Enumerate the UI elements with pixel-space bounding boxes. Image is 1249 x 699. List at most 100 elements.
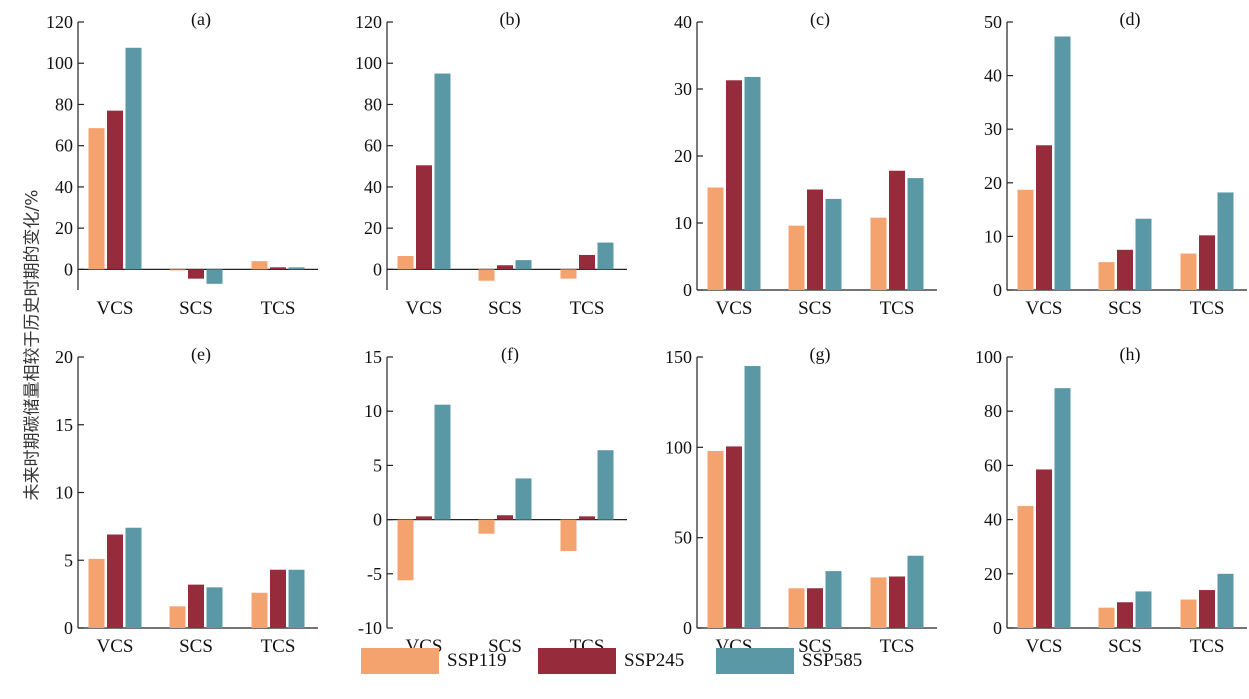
panel-g-bar-tcs-ssp585: [907, 555, 924, 628]
panel-d-tick-label: 20: [984, 173, 1002, 193]
panel-d-tick-label: 10: [984, 226, 1002, 246]
panel-d-bar-tcs-ssp245: [1199, 235, 1215, 290]
panel-h-bar-tcs-ssp245: [1199, 590, 1215, 628]
panel-c-bar-tcs-ssp119: [870, 217, 887, 290]
panel-f-bar-tcs-ssp245: [579, 516, 595, 520]
panel-e-category-label-vcs: VCS: [97, 636, 134, 657]
panel-b-tick-label: 60: [364, 136, 382, 156]
panel-e-bar-tcs-ssp245: [270, 569, 286, 628]
panel-e-bar-vcs-ssp245: [107, 534, 123, 628]
panel-e-bar-scs-ssp585: [206, 587, 223, 628]
panel-d-category-label-scs: SCS: [1108, 298, 1142, 319]
panel-c-tick-label: 20: [674, 146, 692, 166]
panel-e-tick-label: 15: [55, 415, 73, 435]
panel-b-category-label-tcs: TCS: [570, 298, 605, 319]
panel-d-bar-scs-ssp585: [1135, 218, 1152, 290]
panel-f-bar-vcs-ssp585: [434, 404, 451, 520]
panel-f-bar-tcs-ssp585: [597, 450, 614, 520]
panel-h-tick-label: 100: [975, 347, 1002, 367]
panel-c-bar-scs-ssp119: [788, 225, 805, 290]
panel-h-category-label-scs: SCS: [1108, 636, 1142, 657]
panel-g-bar-scs-ssp585: [825, 571, 842, 628]
panel-d-title: (d): [1120, 9, 1141, 30]
panel-a-tick-label: 100: [46, 53, 73, 73]
panel-g-category-label-scs: SCS: [798, 636, 832, 657]
panel-e-bar-tcs-ssp119: [251, 592, 268, 628]
panel-d-bar-vcs-ssp119: [1017, 189, 1034, 290]
legend-label-ssp245: SSP245: [624, 650, 685, 671]
panel-d-bar-vcs-ssp245: [1036, 145, 1052, 290]
panel-f-bar-tcs-ssp119: [560, 519, 577, 552]
panel-e-bar-tcs-ssp585: [288, 569, 305, 628]
legend-swatch-ssp119: [361, 648, 439, 674]
panel-g-bar-vcs-ssp585: [744, 366, 761, 628]
panel-d-tick-label: 50: [984, 12, 1002, 32]
panel-e-tick-label: 20: [55, 347, 73, 367]
panel-g-bar-vcs-ssp119: [707, 450, 724, 628]
panel-a-bar-tcs-ssp585: [288, 267, 305, 270]
panel-b-bar-tcs-ssp119: [560, 269, 577, 279]
panel-g-tick-label: 100: [665, 437, 692, 457]
panel-f-bar-scs-ssp585: [515, 478, 532, 520]
panel-c-category-label-tcs: TCS: [880, 298, 915, 319]
panel-a-category-label-vcs: VCS: [97, 298, 134, 319]
panel-c-bar-vcs-ssp119: [707, 187, 724, 290]
panel-c-bar-scs-ssp245: [807, 189, 823, 290]
legend-item-ssp585: SSP585: [716, 646, 862, 676]
panel-a-tick-label: 120: [46, 12, 73, 32]
panel-f-tick-label: -10: [358, 618, 382, 638]
panel-a-bar-scs-ssp585: [206, 269, 223, 284]
panel-g-category-label-tcs: TCS: [880, 636, 915, 657]
panel-e-tick-label: 5: [64, 550, 73, 570]
panel-f-bar-scs-ssp245: [497, 515, 513, 520]
legend-label-ssp585: SSP585: [802, 650, 863, 671]
panel-a-bar-vcs-ssp245: [107, 110, 123, 270]
panel-h-title: (h): [1120, 344, 1141, 365]
panel-f-bar-vcs-ssp119: [397, 519, 414, 581]
legend-item-ssp245: SSP245: [538, 646, 684, 676]
panel-g-bar-tcs-ssp119: [870, 577, 887, 628]
panel-a-bar-scs-ssp119: [169, 269, 186, 271]
panel-f-tick-label: 10: [364, 401, 382, 421]
panel-b-tick-label: 120: [355, 12, 382, 32]
panel-a-tick-label: 80: [55, 94, 73, 114]
panel-c-bar-vcs-ssp245: [726, 80, 742, 290]
panel-e-bar-vcs-ssp119: [88, 558, 105, 628]
panel-d-category-label-vcs: VCS: [1026, 298, 1063, 319]
panel-b-bar-scs-ssp245: [497, 265, 513, 270]
panel-d-tick-label: 0: [993, 280, 1002, 300]
panel-b-tick-label: 20: [364, 218, 382, 238]
panel-d-bar-scs-ssp119: [1098, 262, 1115, 290]
panel-d-tick-label: 40: [984, 66, 1002, 86]
panel-h-bar-scs-ssp119: [1098, 607, 1115, 628]
panel-a-category-label-tcs: TCS: [261, 298, 296, 319]
panel-d-bar-tcs-ssp119: [1180, 253, 1197, 290]
panel-f-title: (f): [501, 344, 519, 365]
panel-b-bar-tcs-ssp585: [597, 242, 614, 270]
panel-b-bar-scs-ssp585: [515, 260, 532, 270]
panel-e-bar-vcs-ssp585: [125, 527, 142, 628]
panel-f-tick-label: 15: [364, 347, 382, 367]
panel-b-title: (b): [500, 9, 521, 30]
panel-d-tick-label: 30: [984, 119, 1002, 139]
panel-e-tick-label: 0: [64, 618, 73, 638]
panel-e-bar-scs-ssp245: [188, 584, 204, 628]
panel-c-bar-tcs-ssp585: [907, 178, 924, 290]
panel-f-bar-vcs-ssp245: [416, 516, 432, 520]
legend-label-ssp119: SSP119: [447, 650, 507, 671]
panel-c-tick-label: 30: [674, 79, 692, 99]
panel-f-bar-scs-ssp119: [478, 519, 495, 534]
panel-h-tick-label: 40: [984, 510, 1002, 530]
panel-h-tick-label: 60: [984, 455, 1002, 475]
panel-b-bar-vcs-ssp245: [416, 165, 432, 270]
panel-g-bar-scs-ssp119: [788, 588, 805, 628]
panel-h-tick-label: 20: [984, 564, 1002, 584]
panel-b-tick-label: 100: [355, 53, 382, 73]
panel-a-tick-label: 0: [64, 259, 73, 279]
panel-d-bar-scs-ssp245: [1117, 249, 1133, 290]
panel-a-category-label-scs: SCS: [179, 298, 213, 319]
panel-h-tick-label: 0: [993, 618, 1002, 638]
panel-h-bar-scs-ssp585: [1135, 591, 1152, 628]
panel-b-tick-label: 80: [364, 94, 382, 114]
panel-a-bar-vcs-ssp119: [88, 128, 105, 270]
